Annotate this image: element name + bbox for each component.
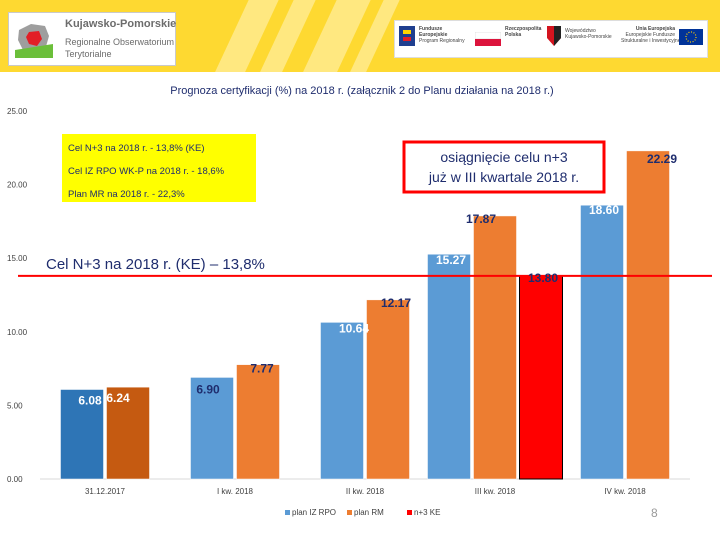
coat-of-arms-icon [547,26,561,46]
x-tick-label: I kw. 2018 [217,487,254,496]
info-box-line: Plan MR na 2018 r. - 22,3% [68,189,185,200]
logo-subtitle-line-2: Terytorialne [65,49,112,59]
bar-plan-rm [473,215,517,480]
polish-flag-icon [475,32,501,46]
rp-line-2: Polska [505,32,522,38]
info-box-line: Cel N+3 na 2018 r. - 13,8% (KE) [68,143,205,154]
eu-funding-logo-bar: Fundusze Europejskie Program Regionalny … [394,20,708,58]
callout-box [402,140,606,194]
page-number: 8 [651,506,658,520]
legend-label: n+3 KE [414,508,440,517]
bar-plan-iz-rpo [190,377,234,480]
y-tick-label: 5.00 [7,401,23,410]
eu-flag-icon [679,29,703,45]
data-label: 12.17 [381,296,411,310]
bar-n-3-ke [519,275,563,480]
y-tick-label: 15.00 [7,254,28,263]
y-tick-label: 25.00 [7,107,28,116]
data-label: 17.87 [466,212,496,226]
logo-subtitle-line-1: Regionalne Obserwatorium [65,37,175,47]
fe-line-1: Fundusze [419,26,443,32]
data-label: 7.77 [250,362,274,376]
data-label: 6.08 [78,394,102,408]
bar-plan-iz-rpo [60,389,104,480]
region-map-icon [15,20,53,58]
bar-plan-rm [626,150,670,480]
x-tick-label: 31.12.2017 [85,487,126,496]
woj-line-2: Kujawsko-Pomorskie [565,34,612,40]
y-tick-label: 0.00 [7,475,23,484]
reference-line-label: Cel N+3 na 2018 r. (KE) – 13,8% [46,256,265,273]
callout-line: osiągnięcie celu n+3 [440,149,567,165]
target-info-box [62,134,256,202]
x-tick-label: III kw. 2018 [475,487,516,496]
woj-line-1: Województwo [565,28,596,34]
legend-label: plan IZ RPO [292,508,336,517]
chart-title: Prognoza certyfikacji (%) na 2018 r. (za… [170,85,553,97]
data-label: 10.64 [339,321,369,335]
bar-plan-rm [366,299,410,480]
legend-swatch [347,510,352,515]
fe-line-3: Program Regionalny [419,38,465,44]
certification-chart: Prognoza certyfikacji (%) na 2018 r. (za… [0,72,720,540]
ue-line-1: Unia Europejska [635,26,675,32]
bar-plan-iz-rpo [320,322,364,480]
ue-line-2: Europejskie Fundusze [625,32,675,38]
y-tick-label: 10.00 [7,328,28,337]
data-label: 22.29 [647,152,677,166]
data-label: 13.80 [528,271,558,285]
data-label: 18.60 [589,203,619,217]
kujawsko-pomorskie-logo: Kujawsko-Pomorskie Regionalne Obserwator… [8,12,176,66]
fe-stars-icon [399,26,415,46]
x-tick-label: IV kw. 2018 [604,487,646,496]
logo-title: Kujawsko-Pomorskie [65,18,177,30]
ue-line-3: Strukturalne i Inwestycyjne [621,38,681,44]
legend-swatch [407,510,412,515]
header-band: Kujawsko-Pomorskie Regionalne Obserwator… [0,0,720,72]
bar-plan-rm [106,386,150,480]
fe-line-2: Europejskie [419,32,448,38]
data-label: 6.24 [106,391,130,405]
rp-line-1: Rzeczpospolita [505,26,542,32]
callout-line: już w III kwartale 2018 r. [428,169,579,185]
data-label: 15.27 [436,253,466,267]
bar-plan-iz-rpo [427,253,471,480]
info-box-line: Cel IZ RPO WK-P na 2018 r. - 18,6% [68,166,225,177]
legend-swatch [285,510,290,515]
x-tick-label: II kw. 2018 [346,487,385,496]
y-tick-label: 20.00 [7,181,28,190]
bar-plan-rm [236,364,280,480]
data-label: 6.90 [196,382,220,396]
legend-label: plan RM [354,508,384,517]
bar-plan-iz-rpo [580,204,624,480]
